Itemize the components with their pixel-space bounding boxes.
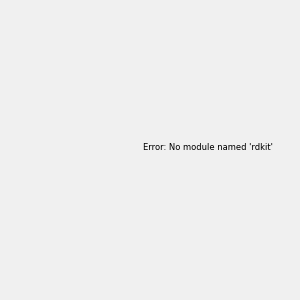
Text: Error: No module named 'rdkit': Error: No module named 'rdkit'	[143, 143, 273, 152]
